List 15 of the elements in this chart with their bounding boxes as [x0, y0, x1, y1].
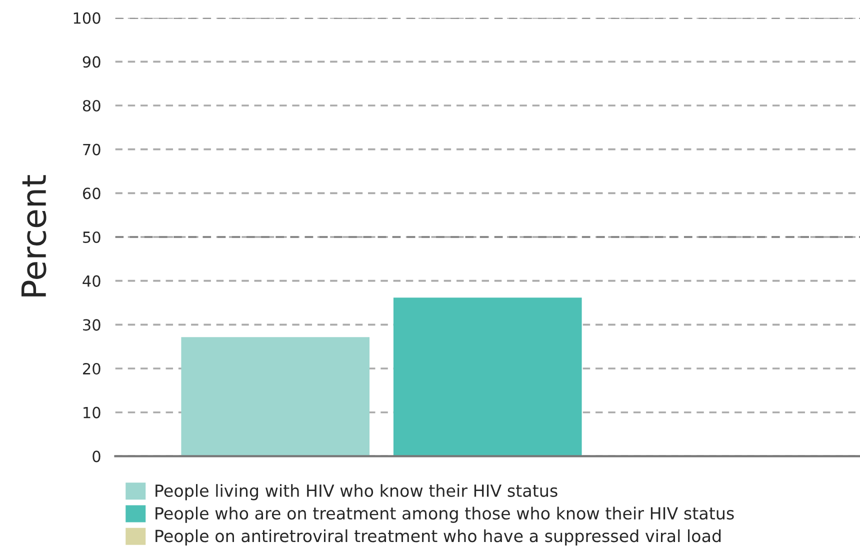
y-tick-label: 80 — [82, 100, 100, 112]
legend-label: People on antiretroviral treatment who have a suppressed viral load — [156, 529, 721, 546]
y-tick-label: 60 — [82, 188, 100, 200]
y-tick-label: 30 — [83, 319, 100, 331]
legend-label: People who are on treatment among those who know their HIV status — [156, 506, 734, 523]
y-axis-title: Percent — [22, 175, 46, 296]
legend-label: People living with HIV who know their HIV status — [156, 484, 558, 500]
y-tick-label: 40 — [82, 275, 100, 287]
y-tick-label: 20 — [83, 362, 100, 375]
y-tick-label: 50 — [83, 231, 100, 244]
y-tick-label: 90 — [82, 56, 100, 68]
y-tick-label: 70 — [83, 144, 100, 156]
y-tick-label: 10 — [84, 406, 100, 418]
y-tick-label: 0 — [92, 450, 100, 462]
y-tick-label: 100 — [74, 12, 100, 24]
